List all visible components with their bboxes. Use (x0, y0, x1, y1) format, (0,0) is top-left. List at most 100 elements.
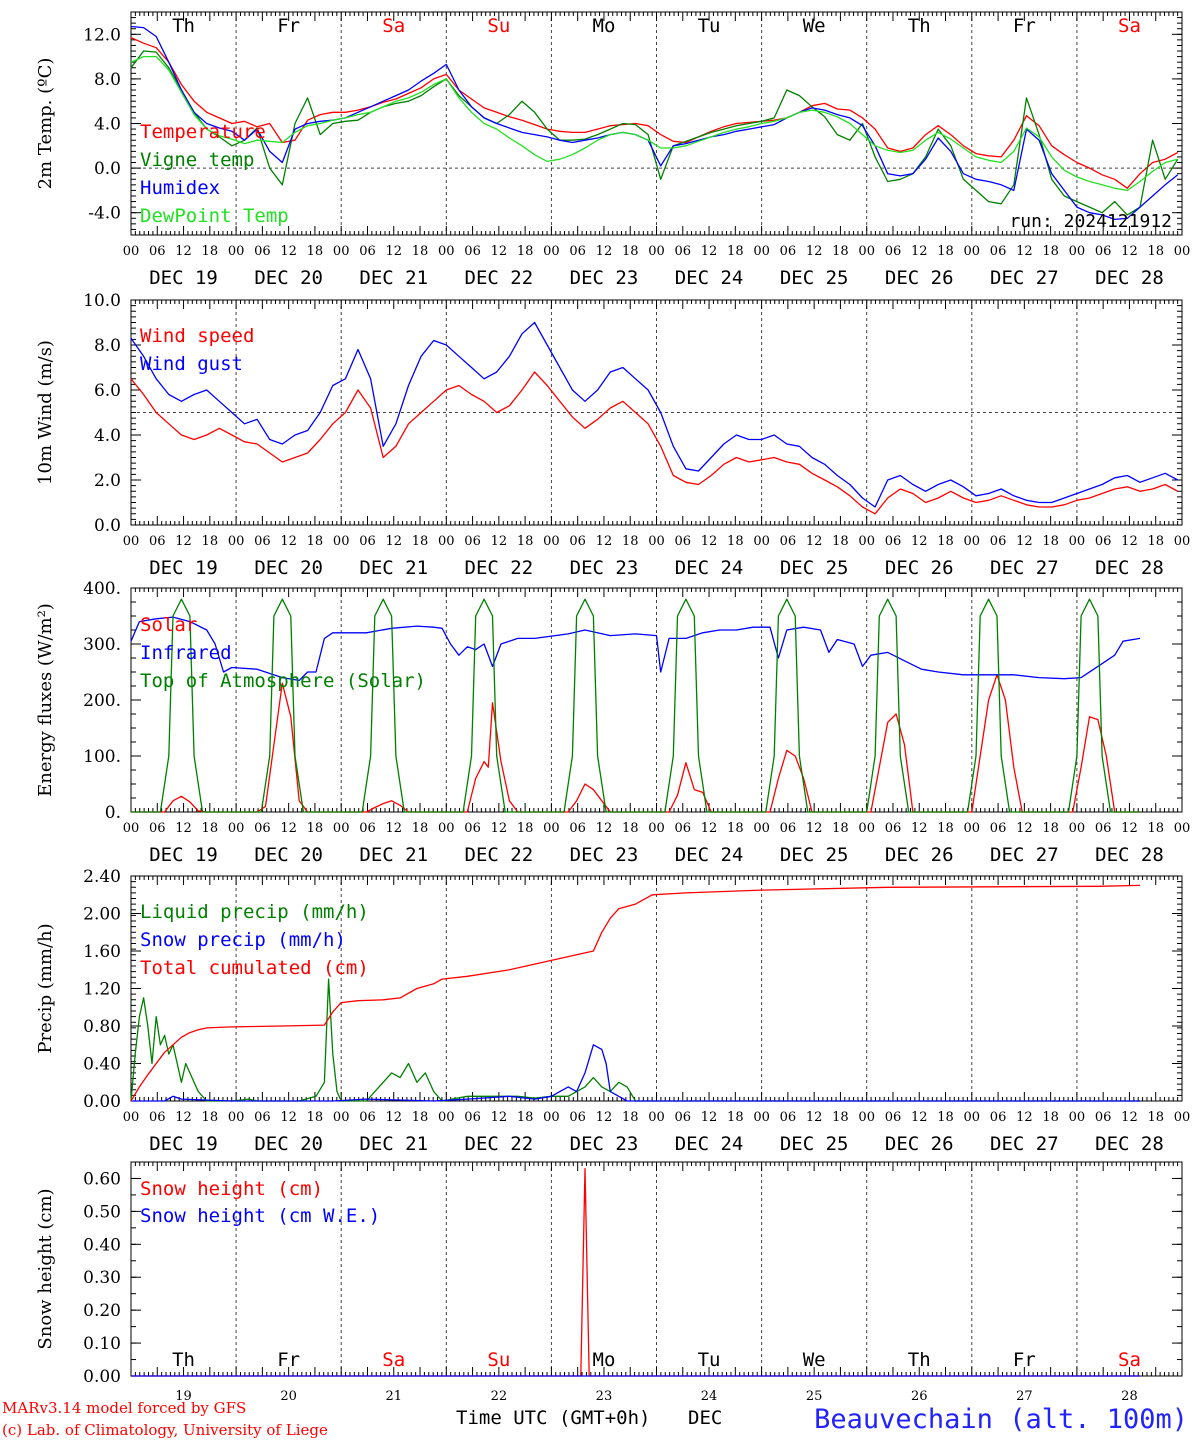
hour-tick-label: 06 (885, 821, 902, 836)
hour-tick-label: 00 (333, 534, 350, 549)
date-label: DEC 23 (570, 557, 639, 579)
hour-tick-label: 00 (123, 244, 140, 259)
day-name: Sa (382, 15, 405, 37)
hour-tick-label: 00 (964, 244, 981, 259)
day-name: Th (908, 15, 931, 37)
day-number: 28 (1121, 1389, 1138, 1404)
legend-entry: Temperature (140, 121, 266, 143)
day-name: Su (487, 15, 510, 37)
date-label: DEC 21 (359, 844, 428, 866)
y-tick-label: 0.10 (83, 1334, 121, 1354)
hour-tick-label: 12 (1121, 534, 1138, 549)
hour-tick-label: 06 (569, 821, 586, 836)
hour-tick-label: 18 (202, 1110, 219, 1125)
hour-tick-label: 00 (228, 821, 245, 836)
hour-tick-label: 06 (359, 1110, 376, 1125)
y-tick-label: 4.0 (94, 115, 121, 135)
date-label: DEC 24 (675, 267, 744, 289)
series-line (131, 1044, 1140, 1102)
hour-tick-label: 00 (648, 534, 665, 549)
hour-tick-label: 00 (858, 244, 875, 259)
hour-tick-label: 00 (1174, 821, 1191, 836)
date-label: DEC 23 (570, 1133, 639, 1155)
date-label: DEC 25 (780, 844, 849, 866)
panels: 12.0 8.0 4.0 0.0 -4.0 2m Temp. (ºC) Th Fr Sa Su Mo… (35, 11, 1191, 1404)
model-credit: MARv3.14 model forced by GFS (2, 1399, 246, 1417)
hour-tick-label: 06 (675, 534, 692, 549)
hour-tick-label: 06 (359, 534, 376, 549)
date-label: DEC 23 (570, 267, 639, 289)
y-tick-label: 0.50 (83, 1202, 121, 1222)
hour-tick-label: 18 (1147, 244, 1164, 259)
hour-tick-label: 12 (1121, 244, 1138, 259)
y-axis-label: 2m Temp. (ºC) (35, 58, 56, 190)
series-line (130, 371, 1179, 515)
hour-tick-label: 00 (228, 244, 245, 259)
hour-tick-label: 12 (911, 534, 928, 549)
y-axis-label: 10m Wind (m/s) (35, 340, 56, 485)
legend-entry: Snow precip (mm/h) (140, 929, 346, 951)
lab-credit: (c) Lab. of Climatology, University of L… (2, 1421, 328, 1439)
hour-tick-label: 06 (675, 1110, 692, 1125)
hour-tick-label: 12 (596, 244, 613, 259)
hour-tick-label: 18 (1147, 821, 1164, 836)
day-name: Sa (1118, 15, 1141, 37)
day-name: Mo (593, 1349, 616, 1371)
hour-tick-label: 12 (701, 1110, 718, 1125)
date-label: DEC 19 (149, 1133, 218, 1155)
hour-tick-label: 12 (491, 244, 508, 259)
date-label: DEC 20 (254, 557, 323, 579)
hour-tick-label: 06 (149, 244, 166, 259)
date-label: DEC 19 (149, 844, 218, 866)
date-label: DEC 22 (465, 1133, 534, 1155)
series-line (130, 616, 1141, 682)
date-label: DEC 28 (1095, 267, 1164, 289)
date-label: DEC 26 (885, 844, 954, 866)
hour-tick-label: 06 (569, 1110, 586, 1125)
y-tick-label: 0.80 (83, 1017, 121, 1037)
y-tick-label: 10.0 (83, 291, 121, 311)
legend-entry: DewPoint Temp (140, 205, 289, 227)
hour-tick-label: 06 (780, 534, 797, 549)
date-label: DEC 21 (359, 1133, 428, 1155)
legend-entry: Wind gust (140, 353, 243, 375)
hour-tick-label: 18 (202, 534, 219, 549)
day-name: Th (172, 1349, 195, 1371)
hour-tick-label: 18 (412, 1110, 429, 1125)
date-label: DEC 21 (359, 557, 428, 579)
hour-tick-label: 12 (1121, 1110, 1138, 1125)
hour-tick-label: 06 (254, 534, 271, 549)
date-label: DEC 21 (359, 267, 428, 289)
day-name: Th (172, 15, 195, 37)
hour-tick-label: 06 (569, 244, 586, 259)
hour-tick-label: 12 (385, 1110, 402, 1125)
hour-tick-label: 12 (806, 821, 823, 836)
hour-tick-label: 00 (964, 821, 981, 836)
legend-entry: Wind speed (140, 325, 254, 347)
hour-tick-label: 18 (937, 1110, 954, 1125)
hour-tick-label: 12 (701, 821, 718, 836)
hour-tick-label: 06 (675, 244, 692, 259)
day-name: Tu (698, 15, 721, 37)
hour-tick-label: 06 (885, 534, 902, 549)
hour-tick-label: 06 (464, 244, 481, 259)
day-number: 24 (701, 1389, 718, 1404)
hour-tick-label: 12 (1016, 244, 1033, 259)
y-tick-label: 0.40 (83, 1235, 121, 1255)
hour-tick-label: 06 (780, 1110, 797, 1125)
y-tick-label: 8.0 (94, 70, 121, 90)
x-axis-label: Time UTC (GMT+0h) (456, 1407, 650, 1429)
hour-tick-label: 00 (333, 821, 350, 836)
hour-tick-label: 06 (149, 821, 166, 836)
hour-tick-label: 18 (517, 1110, 534, 1125)
hour-tick-label: 18 (622, 1110, 639, 1125)
hour-tick-label: 18 (832, 1110, 849, 1125)
date-label: DEC 24 (675, 1133, 744, 1155)
legend-entry: Vigne temp (140, 149, 254, 171)
hour-tick-label: 18 (412, 534, 429, 549)
date-label: DEC 27 (990, 267, 1059, 289)
day-name: Tu (698, 1349, 721, 1371)
hour-tick-label: 00 (438, 244, 455, 259)
hour-tick-label: 00 (123, 1110, 140, 1125)
hour-tick-label: 18 (622, 821, 639, 836)
